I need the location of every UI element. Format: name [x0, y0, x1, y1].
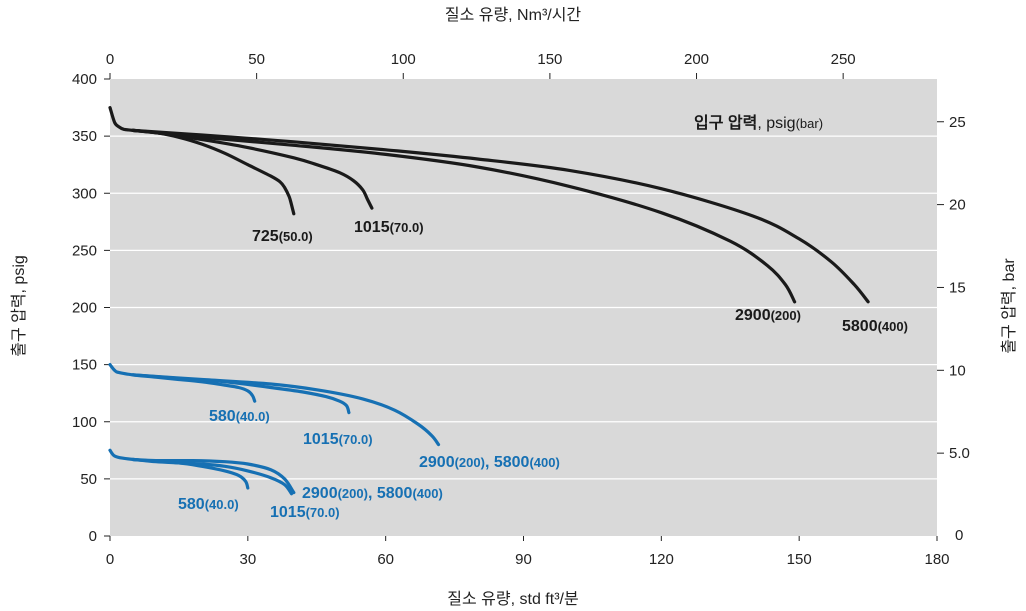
tick-label-right: 25 — [949, 114, 966, 131]
tick-label-right: 15 — [949, 279, 966, 296]
tick-label-left: 250 — [72, 242, 97, 259]
grid — [110, 135, 937, 480]
tick-label-bottom: 150 — [787, 551, 812, 568]
tick-label-left: 150 — [72, 357, 97, 374]
series-label-black-1: 1015(70.0) — [354, 219, 424, 236]
series-label-blue-8: 1015(70.0) — [270, 504, 340, 521]
series-label-black-0: 725(50.0) — [252, 228, 313, 245]
series-line-blue-2900-9 — [131, 457, 296, 495]
tick-label-left: 200 — [72, 300, 97, 317]
tick-label-right: 20 — [949, 197, 966, 214]
tick-label-bottom: 30 — [239, 551, 256, 568]
series-label-blue-6: 2900(200), 5800(400) — [419, 454, 560, 471]
left-axis-title: 출구 압력, psig — [10, 255, 28, 357]
tick-label-left: 350 — [72, 128, 97, 145]
tick-label-top: 150 — [537, 51, 562, 68]
series-label-blue-7: 580(40.0) — [178, 496, 239, 513]
series-label-black-2: 2900(200) — [735, 307, 801, 324]
top-axis-title: 질소 유량, Nm³/시간 — [445, 6, 582, 24]
tick-label-bottom: 90 — [515, 551, 532, 568]
series-line-black-725-0 — [108, 106, 296, 216]
tick-label-top: 100 — [391, 51, 416, 68]
tick-label-left: 300 — [72, 185, 97, 202]
tick-label-bottom: 60 — [377, 551, 394, 568]
tick-label-right: 10 — [949, 362, 966, 379]
tick-label-top: 0 — [106, 51, 114, 68]
series-line-blue-2900-6 — [131, 373, 441, 447]
tick-label-top: 250 — [831, 51, 856, 68]
series-line-black-2900-2 — [131, 128, 797, 304]
series-lines — [108, 106, 870, 496]
tick-label-top: 50 — [248, 51, 265, 68]
tick-label-bottom: 180 — [924, 551, 949, 568]
right-axis-title: 출구 압력, bar — [1000, 258, 1018, 354]
tick-label-top: 200 — [684, 51, 709, 68]
series-line-black-5800-3 — [131, 128, 870, 304]
series-label-blue-4: 580(40.0) — [209, 408, 270, 425]
legend-title: 입구 압력, psig(bar) — [694, 113, 823, 132]
tick-label-right: 5.0 — [949, 445, 970, 462]
tick-label-bottom: 0 — [106, 551, 114, 568]
tick-label-left: 400 — [72, 71, 97, 88]
series-label-black-3: 5800(400) — [842, 318, 908, 335]
bottom-axis-title: 질소 유량, std ft³/분 — [447, 590, 578, 608]
series-label-blue-9: 2900(200), 5800(400) — [302, 485, 443, 502]
series-labels: 725(50.0) 1015(70.0) 2900(200) 5800(400) 580… — [178, 219, 908, 521]
tick-label-bottom: 120 — [649, 551, 674, 568]
tick-label-left: 0 — [89, 528, 97, 545]
tick-label-left: 50 — [80, 471, 97, 488]
tick-label-left: 100 — [72, 414, 97, 431]
tick-label-right: 0 — [955, 527, 963, 544]
series-label-blue-5: 1015(70.0) — [303, 431, 373, 448]
